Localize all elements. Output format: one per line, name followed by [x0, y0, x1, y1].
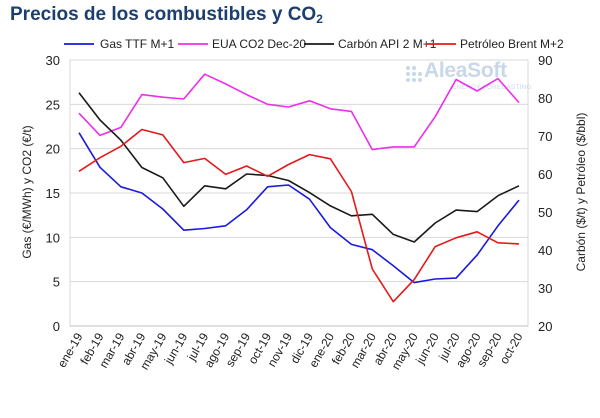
y-axis-right-label: Carbón ($/t) y Petróleo ($/bbl) [574, 113, 588, 272]
chart-title: Precios de los combustibles y CO2 [10, 4, 323, 26]
y-tick-left: 15 [46, 186, 60, 201]
y-tick-left: 0 [53, 319, 60, 334]
series-line-4 [78, 128, 520, 303]
series-lines [78, 73, 520, 303]
y-tick-right: 40 [538, 243, 552, 258]
series-line-2 [78, 73, 520, 151]
y-tick-left: 20 [46, 142, 60, 157]
legend-label: Carbón API 2 M+1 [338, 37, 437, 51]
x-axis: ene-19feb-19mar-19abr-19may-19jun-19jul-… [55, 330, 526, 372]
legend-label: Gas TTF M+1 [100, 37, 174, 51]
y-tick-right: 70 [538, 129, 552, 144]
y-tick-right: 80 [538, 91, 552, 106]
legend-label: EUA CO2 Dec-20 [212, 37, 306, 51]
legend-label: Petróleo Brent M+2 [460, 37, 564, 51]
right-axis: 20 30 40 50 60 70 80 90 [538, 53, 552, 334]
y-tick-left: 5 [53, 275, 60, 290]
y-axis-left-label: Gas (€/MWh) y CO2 (€/t) [20, 125, 34, 258]
y-tick-right: 90 [538, 53, 552, 68]
legend: Gas TTF M+1 EUA CO2 Dec-20 Carbón API 2 M+… [64, 37, 564, 51]
y-tick-right: 30 [538, 281, 552, 296]
series-line-1 [78, 132, 520, 284]
y-tick-left: 30 [46, 53, 60, 68]
x-tick-label: ene-19 [55, 330, 86, 370]
y-tick-right: 60 [538, 167, 552, 182]
y-tick-left: 10 [46, 230, 60, 245]
y-tick-right: 20 [538, 319, 552, 334]
y-tick-left: 25 [46, 97, 60, 112]
left-axis: 0 5 10 15 20 25 30 [46, 53, 60, 334]
y-tick-right: 50 [538, 205, 552, 220]
series-line-3 [78, 92, 520, 243]
